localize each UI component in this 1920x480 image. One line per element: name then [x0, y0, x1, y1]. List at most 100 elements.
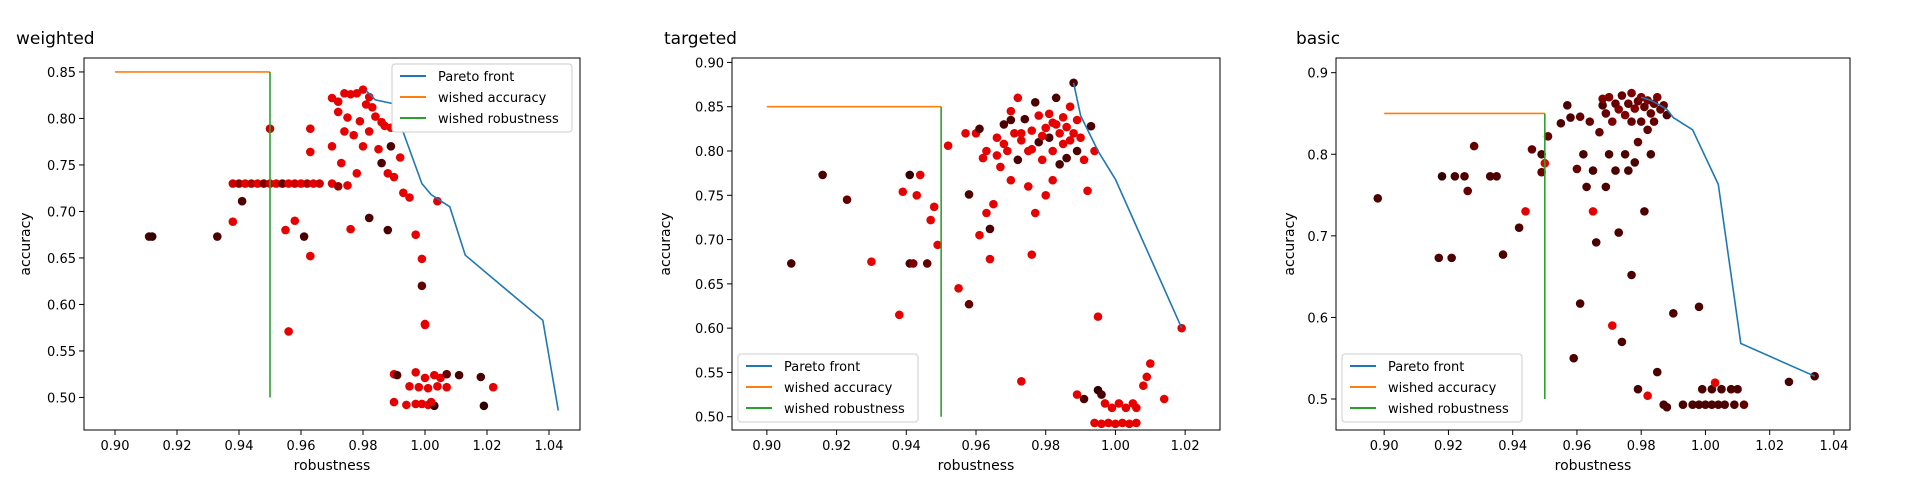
- scatter-point: [237, 196, 247, 206]
- y-tick-label: 0.55: [47, 345, 76, 360]
- scatter-point: [1652, 367, 1662, 377]
- y-tick-label: 0.5: [1307, 393, 1328, 408]
- scatter-point: [1041, 190, 1051, 200]
- scatter-point: [1083, 186, 1092, 196]
- scatter-point: [1730, 400, 1739, 410]
- y-tick-label: 0.50: [47, 391, 76, 406]
- x-tick-label: 1.04: [535, 439, 564, 454]
- x-tick-label: 0.94: [225, 439, 254, 454]
- scatter-point: [488, 382, 498, 392]
- scatter-point: [1041, 123, 1051, 133]
- chart-title: basic: [1296, 29, 1340, 49]
- scatter-point: [426, 397, 436, 407]
- scatter-point: [1694, 302, 1704, 312]
- scatter-point: [1575, 299, 1585, 308]
- scatter-point: [296, 179, 306, 188]
- scatter-point: [1020, 114, 1030, 124]
- x-axis-label: robustness: [294, 458, 371, 474]
- scatter-point: [992, 151, 1002, 160]
- scatter-point: [1640, 102, 1649, 112]
- y-tick-label: 0.70: [695, 234, 724, 249]
- scatter-point: [290, 179, 300, 188]
- scatter-point: [1630, 104, 1640, 113]
- pareto-front-line: [1640, 96, 1816, 377]
- scatter-point: [1537, 167, 1546, 177]
- scatter-point: [1575, 112, 1585, 122]
- scatter-point: [929, 202, 939, 212]
- y-tick-label: 0.80: [47, 112, 76, 127]
- y-tick-label: 0.85: [47, 66, 76, 81]
- scatter-point: [479, 401, 489, 411]
- scatter-point: [1027, 250, 1037, 259]
- scatter-point: [1373, 194, 1383, 203]
- x-tick-label: 1.00: [411, 439, 440, 454]
- scatter-point: [1713, 400, 1723, 410]
- scatter-point: [1556, 118, 1566, 128]
- scatter-point: [1463, 186, 1473, 196]
- scatter-point: [1717, 384, 1726, 394]
- scatter-point: [371, 112, 380, 121]
- scatter-point: [1662, 402, 1672, 412]
- scatter-point: [1588, 166, 1598, 175]
- plot-area: [1373, 88, 1819, 412]
- chart-targeted: targeted 0.90 0.92 0.94 0.96 0.98 1.00 1.02 0.5…: [658, 29, 1221, 474]
- scatter-point: [992, 133, 1002, 143]
- y-tick-label: 0.65: [47, 252, 76, 267]
- scatter-point: [1100, 399, 1110, 408]
- pareto-front-line: [365, 90, 560, 411]
- scatter-point: [1598, 94, 1607, 104]
- scatter-point: [1640, 207, 1649, 216]
- scatter-point: [912, 190, 922, 200]
- scatter-point: [1037, 155, 1047, 165]
- scatter-point: [1643, 125, 1652, 135]
- scatter-point: [898, 187, 908, 197]
- scatter-point: [1017, 376, 1026, 386]
- x-tick-label: 0.92: [1434, 439, 1463, 454]
- scatter-point: [1633, 137, 1643, 147]
- scatter-point: [433, 196, 442, 206]
- scatter-point: [343, 113, 352, 122]
- scatter-point: [1784, 377, 1794, 387]
- scatter-point: [982, 208, 991, 218]
- scatter-point: [1460, 171, 1469, 181]
- scatter-point: [1072, 146, 1082, 156]
- scatter-point: [1566, 113, 1575, 122]
- scatter-point: [1627, 270, 1636, 280]
- scatter-point: [1132, 403, 1141, 413]
- scatter-point: [1069, 128, 1078, 138]
- scatter-point: [1023, 182, 1033, 191]
- scatter-point: [1079, 155, 1089, 165]
- chart-weighted: weighted 0.90 0.92 0.94 0.96 0.98 1.00 1.02 1.0…: [16, 29, 581, 474]
- scatter-point: [975, 124, 984, 134]
- scatter-point: [933, 240, 942, 250]
- scatter-point: [1104, 418, 1113, 428]
- scatter-point: [364, 213, 374, 223]
- legend-label-wished-robustness: wished robustness: [1388, 402, 1509, 417]
- scatter-point: [1159, 394, 1169, 404]
- scatter-point: [1521, 207, 1530, 216]
- scatter-point: [1688, 400, 1697, 410]
- y-tick-label: 0.70: [47, 205, 76, 220]
- legend-label-wished-accuracy: wished accuracy: [784, 381, 893, 396]
- scatter-point: [1585, 117, 1595, 126]
- scatter-point: [1447, 253, 1456, 263]
- x-tick-label: 1.00: [1101, 439, 1130, 454]
- y-axis-label: accuracy: [1282, 212, 1298, 275]
- scatter-point: [1678, 400, 1688, 410]
- scatter-point: [1027, 144, 1037, 154]
- scatter-point: [1643, 391, 1652, 401]
- legend-label-pareto: Pareto front: [438, 70, 514, 85]
- scatter-point: [1617, 337, 1627, 347]
- pareto-front-line: [1072, 82, 1183, 329]
- scatter-point: [306, 251, 315, 261]
- scatter-point: [1006, 175, 1016, 185]
- scatter-point: [1607, 117, 1617, 126]
- scatter-point: [1121, 403, 1131, 413]
- scatter-point: [1604, 92, 1614, 102]
- scatter-point: [1044, 109, 1054, 119]
- scatter-point: [818, 170, 827, 180]
- scatter-point: [1595, 127, 1604, 137]
- scatter-point: [1604, 149, 1614, 159]
- scatter-point: [1485, 171, 1495, 181]
- scatter-point: [1079, 394, 1089, 404]
